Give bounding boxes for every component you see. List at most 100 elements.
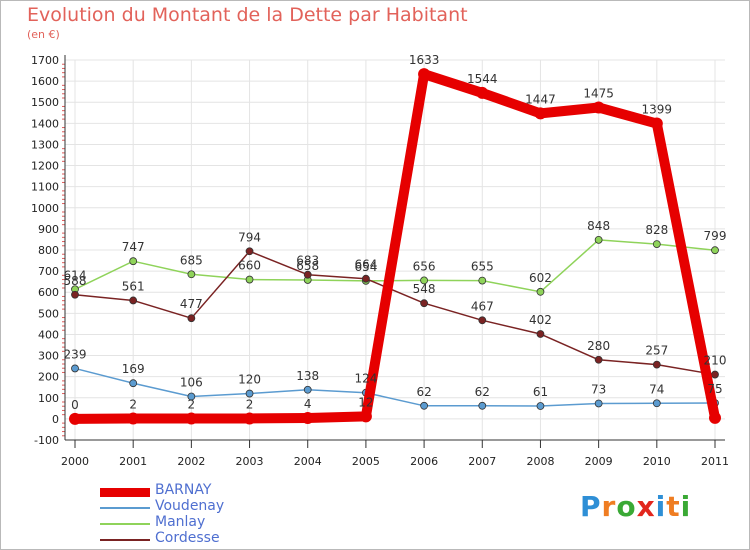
data-label-manlay: 828 — [645, 223, 668, 237]
series-lines — [69, 68, 721, 425]
series-line-cordesse — [74, 250, 716, 376]
chart-unit: (en €) — [27, 28, 60, 41]
data-point-cordesse — [711, 370, 719, 379]
logo-letter: P — [580, 490, 602, 523]
logo-letter: i — [655, 490, 667, 523]
legend-label: Manlay — [155, 514, 206, 530]
data-label-barnay: 1544 — [467, 72, 498, 86]
legend-label: Voudenay — [155, 498, 225, 514]
data-point-manlay — [594, 235, 603, 244]
series-line-manlay — [74, 239, 716, 293]
y-tick-label: 0 — [52, 413, 59, 426]
x-tick-label: 2008 — [526, 455, 554, 468]
data-label-voudenay: 74 — [649, 382, 664, 396]
x-tick-label: 2001 — [119, 455, 147, 468]
data-point-cordesse — [187, 314, 196, 323]
data-point-manlay — [478, 276, 487, 285]
data-label-manlay: 660 — [238, 259, 261, 273]
legend-swatch — [100, 523, 150, 525]
x-tick-label: 2011 — [701, 455, 729, 468]
data-point-manlay — [129, 257, 138, 266]
line-chart: -100 0 100 200 300 400 500 600 700 800 900 1000 1100… — [31, 53, 729, 468]
data-label-barnay: 2 — [188, 397, 196, 411]
data-label-voudenay: 62 — [475, 385, 490, 399]
x-tick-label: 2007 — [468, 455, 496, 468]
y-tick-label: 300 — [38, 350, 59, 363]
data-label-cordesse: 402 — [529, 313, 552, 327]
data-point-voudenay — [652, 399, 661, 408]
data-label-voudenay: 169 — [122, 362, 145, 376]
data-label-manlay: 614 — [64, 268, 87, 282]
y-tick-label: 500 — [38, 307, 59, 320]
data-point-barnay — [359, 410, 372, 423]
data-label-voudenay: 120 — [238, 373, 261, 387]
data-point-manlay — [536, 287, 545, 296]
x-tick-label: 2009 — [585, 455, 613, 468]
data-point-barnay — [476, 86, 489, 99]
data-label-cordesse: 561 — [122, 279, 145, 293]
data-label-cordesse: 280 — [587, 339, 610, 353]
data-labels: 0 2 2 2 4 12 1633 1544 1447 1475 1399 239 169 106 120 1… — [64, 53, 727, 412]
data-point-cordesse — [420, 299, 428, 308]
y-tick-label: 1200 — [31, 160, 59, 173]
logo-letter: t — [666, 490, 681, 523]
data-point-barnay — [650, 117, 663, 130]
y-tick-label: 1600 — [31, 75, 59, 88]
data-label-manlay: 602 — [529, 271, 552, 285]
data-point-cordesse — [245, 247, 254, 256]
legend-swatch — [100, 487, 150, 497]
y-tick-label: 1000 — [31, 202, 59, 215]
data-point-voudenay — [478, 401, 487, 410]
series-line-barnay — [70, 69, 720, 424]
y-tick-label: 1700 — [31, 54, 59, 67]
data-label-manlay: 654 — [354, 260, 377, 274]
data-label-cordesse: 683 — [296, 254, 319, 268]
y-tick-label: 700 — [38, 265, 59, 278]
data-label-barnay: 1633 — [409, 53, 440, 67]
data-label-manlay: 656 — [413, 259, 436, 273]
data-label-voudenay: 61 — [533, 385, 548, 399]
data-label-barnay: 2 — [129, 397, 137, 411]
logo-letter: x — [636, 490, 656, 523]
data-point-cordesse — [71, 290, 79, 299]
data-point-barnay — [127, 412, 140, 425]
data-label-manlay: 799 — [704, 229, 727, 243]
x-tick-label: 2006 — [410, 455, 438, 468]
data-point-manlay — [420, 276, 428, 285]
y-tick-label: 1500 — [31, 96, 59, 109]
data-label-voudenay: 75 — [707, 382, 722, 396]
data-label-barnay: 0 — [71, 398, 79, 412]
data-point-manlay — [187, 270, 196, 279]
data-point-cordesse — [652, 360, 661, 369]
data-label-barnay: 12 — [358, 395, 373, 409]
series-line-voudenay — [74, 367, 716, 407]
data-label-cordesse: 257 — [645, 344, 668, 358]
logo-letter: o — [616, 490, 637, 523]
data-label-manlay: 848 — [587, 219, 610, 233]
data-point-cordesse — [536, 330, 545, 338]
legend-label: Cordesse — [155, 530, 220, 546]
data-label-voudenay: 124 — [354, 372, 377, 386]
y-tick-label: 400 — [38, 328, 59, 341]
y-tick-label: 100 — [38, 392, 59, 405]
data-label-voudenay: 73 — [591, 382, 606, 396]
y-tick-label: 1300 — [31, 138, 59, 151]
data-point-voudenay — [187, 392, 196, 401]
data-point-voudenay — [71, 364, 79, 373]
data-point-barnay — [418, 68, 431, 81]
data-point-manlay — [652, 240, 661, 248]
data-point-voudenay — [129, 379, 138, 388]
data-point-cordesse — [362, 274, 370, 283]
data-label-cordesse: 664 — [354, 258, 377, 272]
data-label-barnay: 1475 — [583, 87, 614, 101]
x-tick-label: 2002 — [177, 455, 205, 468]
data-label-voudenay: 138 — [296, 369, 319, 383]
data-label-cordesse: 548 — [413, 282, 436, 296]
logo-letter: i — [680, 490, 692, 523]
data-label-barnay: 1447 — [525, 92, 556, 106]
data-label-voudenay: 106 — [180, 376, 203, 390]
y-tick-label: -100 — [34, 434, 59, 447]
data-point-barnay — [185, 412, 198, 425]
data-label-barnay: 4 — [304, 397, 312, 411]
y-tick-label: 200 — [38, 371, 59, 384]
